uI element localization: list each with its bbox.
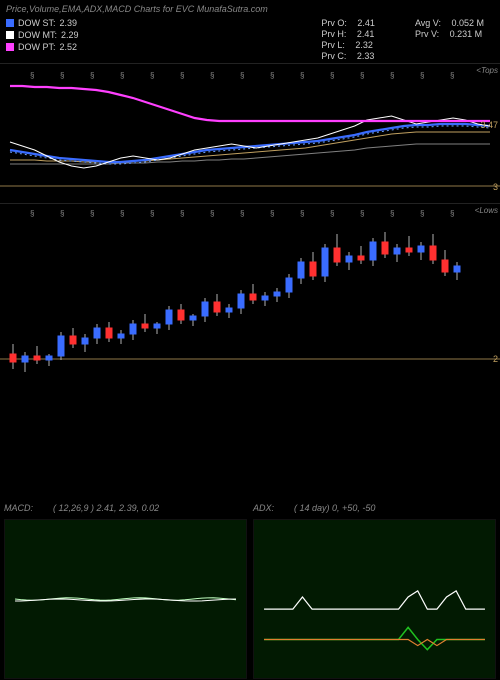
- prev-low: Prv L: 2.32: [321, 40, 375, 50]
- svg-text:§: §: [60, 71, 64, 80]
- legend-value: 2.39: [60, 18, 78, 28]
- svg-text:§: §: [90, 209, 94, 218]
- legend-dow-pt: DOW PT: 2.52: [6, 42, 79, 52]
- svg-text:§: §: [120, 71, 124, 80]
- prev-open: Prv O: 2.41: [321, 18, 375, 28]
- adx-box: [253, 519, 496, 679]
- svg-text:§: §: [150, 71, 154, 80]
- svg-text:§: §: [360, 209, 364, 218]
- svg-text:§: §: [30, 71, 34, 80]
- svg-text:§: §: [180, 209, 184, 218]
- prev-high: Prv H: 2.41: [321, 29, 375, 39]
- tops-tag: <Tops: [476, 66, 498, 75]
- svg-text:§: §: [150, 209, 154, 218]
- legend-label: DOW MT:: [18, 30, 57, 40]
- svg-text:§: §: [300, 71, 304, 80]
- svg-text:§: §: [330, 209, 334, 218]
- legend-label: DOW ST:: [18, 18, 56, 28]
- legend-row: DOW ST: 2.39 DOW MT: 2.29 DOW PT: 2.52 P…: [0, 18, 500, 63]
- svg-text:§: §: [330, 71, 334, 80]
- y-label-347: 3.47: [480, 120, 498, 130]
- avg-volume: Avg V: 0.052 M: [415, 18, 484, 28]
- candlestick-panel: <Lows § § § § § § § § § § § § § § § 2: [0, 203, 500, 393]
- svg-text:§: §: [270, 209, 274, 218]
- prev-volume: Prv V: 0.231 M: [415, 29, 484, 39]
- svg-text:§: §: [390, 71, 394, 80]
- prev-close: Prv C: 2.33: [321, 51, 375, 61]
- spacer: [0, 393, 500, 503]
- legend-dow-st: DOW ST: 2.39: [6, 18, 79, 28]
- svg-text:§: §: [270, 71, 274, 80]
- svg-text:§: §: [210, 71, 214, 80]
- svg-text:§: §: [120, 209, 124, 218]
- svg-text:§: §: [360, 71, 364, 80]
- svg-text:§: §: [240, 71, 244, 80]
- indicator-row: [0, 519, 500, 679]
- ema-chart-panel: <Tops § § § § § § § § § § § § § § § 3.47 3: [0, 63, 500, 203]
- legend-label: DOW PT:: [18, 42, 56, 52]
- legend-value: 2.29: [61, 30, 79, 40]
- y-label-3: 3: [493, 182, 498, 192]
- svg-text:§: §: [240, 209, 244, 218]
- svg-text:§: §: [450, 209, 454, 218]
- svg-text:§: §: [420, 209, 424, 218]
- macd-box: [4, 519, 247, 679]
- svg-text:§: §: [210, 209, 214, 218]
- svg-text:§: §: [390, 209, 394, 218]
- svg-text:§: §: [180, 71, 184, 80]
- y-label-2: 2: [493, 354, 498, 364]
- svg-text:§: §: [300, 209, 304, 218]
- adx-title: ADX: ( 14 day) 0, +50, -50: [253, 503, 375, 513]
- svg-text:§: §: [450, 71, 454, 80]
- legend-dow-mt: DOW MT: 2.29: [6, 30, 79, 40]
- macd-title: MACD: ( 12,26,9 ) 2.41, 2.39, 0.02: [4, 503, 159, 513]
- lows-tag: <Lows: [475, 206, 498, 215]
- legend-value: 2.52: [60, 42, 78, 52]
- svg-text:§: §: [30, 209, 34, 218]
- svg-text:§: §: [420, 71, 424, 80]
- page-title: Price,Volume,EMA,ADX,MACD Charts for EVC…: [0, 0, 500, 18]
- svg-text:§: §: [60, 209, 64, 218]
- svg-text:§: §: [90, 71, 94, 80]
